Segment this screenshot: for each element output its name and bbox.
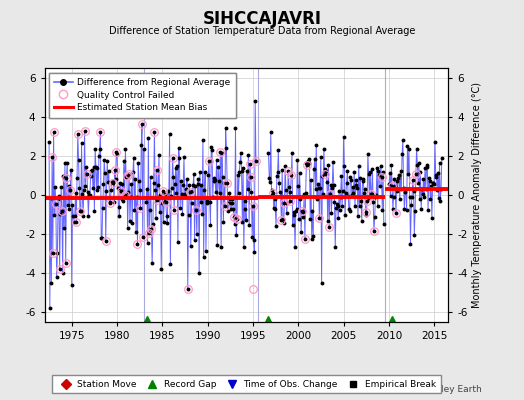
Text: Difference of Station Temperature Data from Regional Average: Difference of Station Temperature Data f… — [109, 26, 415, 36]
Text: SIHCCAJAVRI: SIHCCAJAVRI — [202, 10, 322, 28]
Text: Berkeley Earth: Berkeley Earth — [416, 385, 482, 394]
Y-axis label: Monthly Temperature Anomaly Difference (°C): Monthly Temperature Anomaly Difference (… — [472, 82, 482, 308]
Legend: Station Move, Record Gap, Time of Obs. Change, Empirical Break: Station Move, Record Gap, Time of Obs. C… — [52, 376, 441, 394]
Legend: Difference from Regional Average, Quality Control Failed, Estimated Station Mean: Difference from Regional Average, Qualit… — [49, 72, 236, 118]
